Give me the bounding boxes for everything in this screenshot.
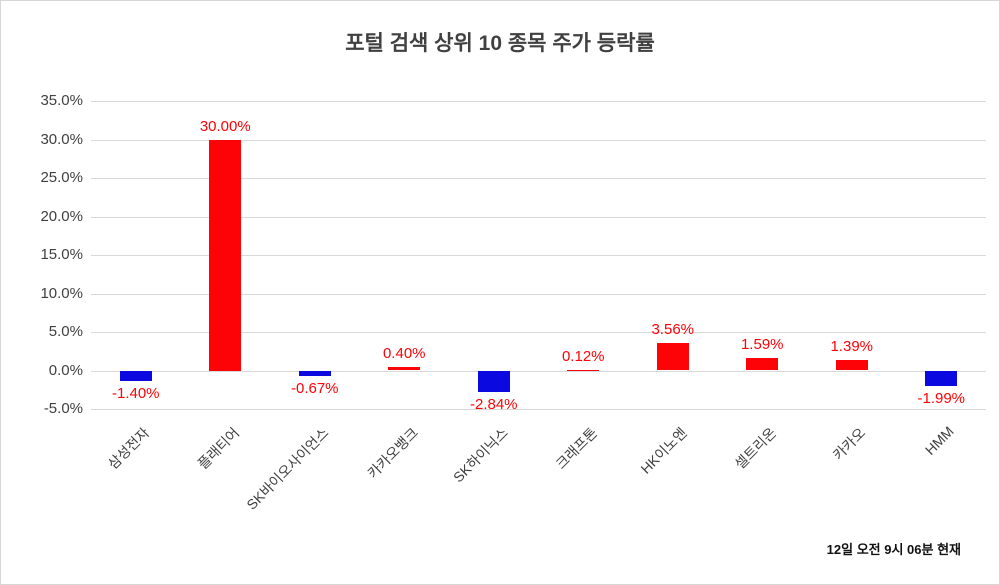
bar [925,370,958,386]
y-axis-tick-label: 30.0% [40,130,83,148]
gridline [91,178,986,179]
value-label: -0.67% [290,379,339,397]
y-axis-tick-label: 15.0% [40,246,83,263]
gridline [91,293,986,295]
value-label: 3.56% [651,321,695,339]
gridline [91,101,986,102]
value-label: -1.99% [917,389,966,407]
y-axis-tick-label: 0.0% [48,361,83,379]
value-label: -1.40% [111,385,160,403]
y-axis-tick-label: 5.0% [48,323,83,340]
y-axis-tick-label: 25.0% [40,169,83,186]
value-label: 0.40% [382,345,426,363]
y-axis-tick-label: 35.0% [40,92,83,109]
x-axis-label-text: HMM [921,423,957,458]
x-axis-label-text: SK바이오사이언스 [243,424,332,513]
y-axis-tick-label: -5.0% [43,400,83,417]
bar [835,359,868,371]
y-axis-tick-label: 10.0% [40,284,83,302]
value-label: 30.00% [199,117,251,135]
x-axis-label-text: HK이노엔 [637,424,690,477]
bar [567,369,600,371]
bar [298,370,331,376]
timestamp-note: 12일 오전 9시 06분 현재 [826,542,961,557]
x-axis-label-text: 카카오 [829,424,869,464]
bar [477,370,510,393]
gridline [91,216,986,218]
value-label: 1.39% [830,337,874,355]
value-label: -2.84% [469,396,518,414]
y-axis-tick-label: 20.0% [40,207,83,225]
value-label: 0.12% [561,347,605,365]
bar [388,367,421,371]
gridline [91,139,986,141]
gridline [91,332,986,333]
x-axis-label-text: 셀트리온 [731,424,779,473]
bar [209,139,242,371]
gridline [91,255,986,256]
bar [119,370,152,382]
x-axis-label-text: 크래프톤 [552,424,600,473]
bar [746,358,779,371]
x-axis-label-text: SK하이닉스 [449,424,511,486]
chart-title: 포털 검색 상위 10 종목 주가 등락률 [345,32,655,55]
gridline [91,370,986,372]
bar [656,343,689,371]
x-axis-label-text: 삼성전자 [104,424,153,473]
x-axis-label-text: 카카오뱅크 [364,424,421,482]
value-label: 1.59% [740,336,784,354]
gridline [91,409,986,410]
x-axis-label-text: 플래티어 [194,424,242,473]
